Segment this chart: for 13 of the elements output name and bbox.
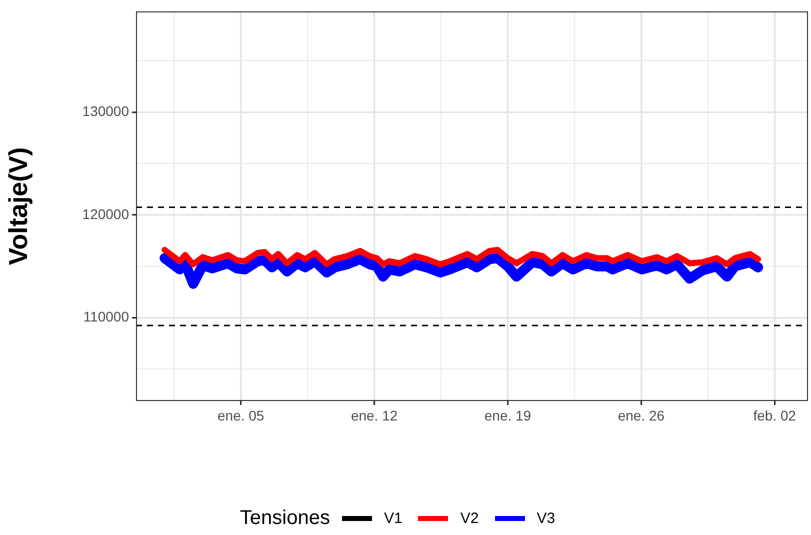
y-tick-label: 110000 — [83, 308, 130, 325]
legend-title: Tensiones — [240, 507, 330, 530]
x-tick-label: ene. 05 — [217, 407, 264, 424]
x-tick-label: ene. 26 — [618, 407, 665, 424]
y-tick-label: 130000 — [82, 103, 130, 119]
legend-label: V1 — [384, 510, 402, 527]
x-tick-label: feb. 02 — [753, 407, 796, 424]
legend-label: V3 — [536, 510, 556, 527]
x-tick-label: ene. 19 — [484, 407, 532, 424]
y-axis-title: Voltaje(V) — [2, 147, 33, 266]
x-tick-label: ene. 12 — [350, 407, 398, 424]
y-tick-label: 120000 — [82, 206, 130, 222]
legend-label: V2 — [460, 510, 479, 527]
